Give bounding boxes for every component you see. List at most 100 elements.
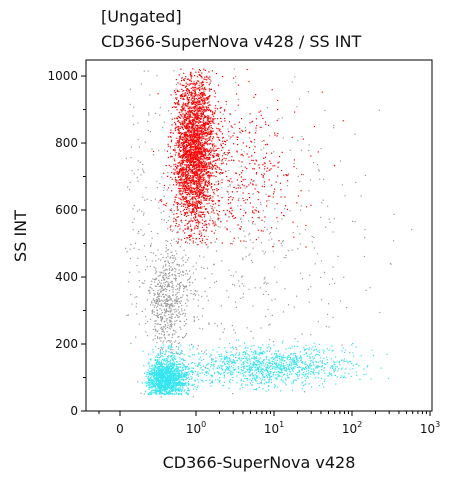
data-point (182, 230, 184, 232)
data-point (334, 374, 337, 377)
data-point (276, 378, 278, 381)
data-point (335, 366, 337, 368)
data-point (156, 388, 158, 390)
data-point (172, 372, 174, 374)
data-point (192, 179, 194, 181)
data-point (310, 334, 312, 336)
data-point (278, 375, 280, 377)
data-point (253, 364, 255, 366)
data-point (187, 78, 190, 80)
data-point (163, 189, 165, 191)
data-point (185, 333, 187, 335)
data-point (347, 361, 349, 364)
data-point (297, 248, 299, 250)
data-point (175, 293, 177, 295)
data-point (249, 382, 251, 384)
data-point (244, 360, 246, 362)
data-point (204, 162, 206, 164)
data-point (195, 365, 197, 367)
data-point (196, 130, 199, 132)
data-point (173, 383, 175, 385)
data-point (182, 260, 184, 262)
data-point (178, 140, 181, 143)
data-point (283, 366, 285, 368)
data-point (265, 390, 267, 392)
data-point (336, 366, 338, 368)
data-point (306, 373, 308, 375)
data-point (294, 361, 296, 363)
data-point (231, 371, 233, 373)
data-point (163, 393, 165, 395)
data-point (318, 385, 320, 387)
data-point (215, 250, 218, 252)
data-point (192, 95, 194, 97)
data-point (240, 297, 242, 299)
data-point (206, 375, 208, 377)
data-point (165, 299, 167, 301)
data-point (226, 360, 228, 362)
data-point (178, 148, 181, 150)
data-point (172, 229, 174, 231)
data-point (154, 372, 156, 374)
data-point (183, 376, 186, 378)
data-point (164, 353, 166, 355)
data-point (259, 347, 261, 349)
data-point (159, 349, 162, 351)
data-point (312, 362, 314, 364)
data-point (188, 373, 191, 375)
data-point (170, 243, 172, 245)
data-point (167, 278, 169, 280)
data-point (223, 153, 225, 155)
data-point (181, 182, 183, 184)
data-point (191, 377, 193, 379)
data-point (253, 350, 256, 352)
data-point (159, 289, 161, 291)
data-point (314, 377, 317, 379)
data-point (212, 220, 214, 222)
data-point (178, 373, 180, 375)
data-point (198, 102, 200, 104)
data-point (325, 363, 327, 365)
data-point (180, 370, 182, 372)
data-point (171, 118, 173, 120)
data-point (159, 370, 161, 372)
data-point (252, 247, 254, 249)
data-point (191, 211, 193, 213)
data-point (185, 150, 188, 152)
data-point (165, 357, 167, 359)
data-point (172, 284, 174, 286)
data-point (195, 125, 197, 127)
data-point (157, 380, 159, 382)
data-point (293, 306, 295, 308)
data-point (181, 393, 183, 395)
data-point (198, 207, 200, 209)
data-point (182, 379, 185, 382)
data-point (261, 140, 263, 143)
data-point (187, 380, 189, 382)
data-point (232, 359, 235, 361)
data-point (188, 158, 190, 160)
data-point (188, 101, 190, 103)
data-point (199, 138, 201, 140)
data-point (174, 274, 176, 276)
data-point (223, 357, 225, 359)
data-point (260, 242, 263, 244)
data-point (172, 353, 174, 355)
data-point (332, 278, 334, 280)
data-point (192, 92, 194, 94)
data-point (151, 373, 153, 375)
data-point (185, 261, 187, 263)
data-point (162, 267, 164, 269)
data-point (259, 372, 261, 374)
data-point (153, 292, 155, 294)
data-point (171, 282, 173, 284)
data-point (163, 367, 165, 369)
data-point (162, 374, 164, 376)
data-point (150, 245, 152, 247)
data-point (201, 372, 203, 374)
data-point (153, 373, 156, 375)
data-point (294, 352, 296, 354)
data-point (169, 393, 171, 396)
data-point (355, 346, 357, 348)
data-point (196, 138, 198, 140)
